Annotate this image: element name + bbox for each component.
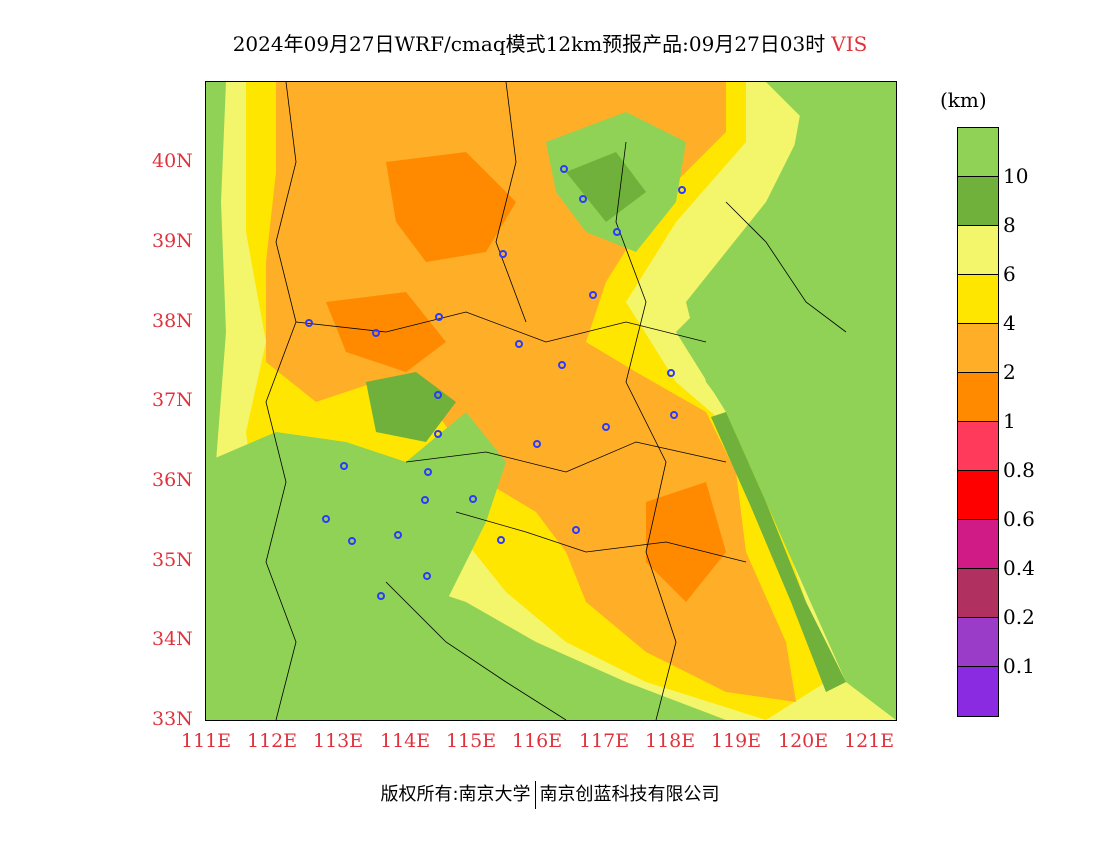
colorbar-label: 6 bbox=[1003, 262, 1016, 286]
title-variable: VIS bbox=[831, 32, 868, 56]
province-borders bbox=[265, 82, 847, 720]
x-label-114e: 114E bbox=[380, 730, 431, 752]
x-label-115e: 115E bbox=[446, 730, 497, 752]
clear-area-darkgreen-west bbox=[366, 372, 456, 442]
colorbar-label: 2 bbox=[1003, 360, 1016, 384]
clear-area-west bbox=[206, 412, 506, 720]
colorbar-segment bbox=[958, 422, 998, 471]
coast-band bbox=[711, 412, 846, 692]
title-main: 2024年09月27日WRF/cmaq模式12km预报产品:09月27日03时 bbox=[232, 32, 826, 56]
station-markers bbox=[305, 165, 686, 600]
colorbar-segment bbox=[958, 324, 998, 373]
y-label-33n: 33N bbox=[152, 708, 193, 730]
footer-divider bbox=[534, 781, 536, 809]
x-label-118e: 118E bbox=[645, 730, 696, 752]
clear-area-darkgreen-ne bbox=[566, 152, 646, 222]
contour-1-2-north bbox=[386, 152, 516, 262]
colorbar-segment bbox=[958, 520, 998, 569]
colorbar-label: 0.8 bbox=[1003, 458, 1035, 482]
x-label-112e: 112E bbox=[247, 730, 298, 752]
y-label-39n: 39N bbox=[152, 230, 193, 252]
colorbar-label: 8 bbox=[1003, 213, 1016, 237]
contour-1-2-east bbox=[646, 482, 726, 602]
colorbar-label: 0.6 bbox=[1003, 507, 1035, 531]
y-label-36n: 36N bbox=[152, 469, 193, 491]
x-label-121e: 121E bbox=[844, 730, 895, 752]
x-label-111e: 111E bbox=[181, 730, 232, 752]
colorbar-segment bbox=[958, 618, 998, 667]
visibility-map bbox=[205, 81, 897, 721]
copyright-footer: 版权所有:南京大学 南京创蓝科技有限公司 bbox=[0, 780, 1100, 809]
colorbar-segment bbox=[958, 667, 998, 716]
x-label-120e: 120E bbox=[778, 730, 829, 752]
y-label-34n: 34N bbox=[152, 628, 193, 650]
x-label-117e: 117E bbox=[579, 730, 630, 752]
x-label-113e: 113E bbox=[313, 730, 364, 752]
colorbar-label: 10 bbox=[1003, 164, 1029, 188]
colorbar-label: 0.4 bbox=[1003, 556, 1035, 580]
y-label-35n: 35N bbox=[152, 549, 193, 571]
colorbar-segment bbox=[958, 226, 998, 275]
colorbar-segment bbox=[958, 275, 998, 324]
y-label-37n: 37N bbox=[152, 389, 193, 411]
colorbar-segment bbox=[958, 177, 998, 226]
x-label-119e: 119E bbox=[711, 730, 762, 752]
copyright-left: 版权所有:南京大学 bbox=[380, 784, 531, 805]
y-label-38n: 38N bbox=[152, 310, 193, 332]
colorbar-label: 4 bbox=[1003, 311, 1016, 335]
map-svg bbox=[206, 82, 896, 720]
sea-east bbox=[676, 82, 896, 720]
colorbar-segment bbox=[958, 569, 998, 618]
chart-title: 2024年09月27日WRF/cmaq模式12km预报产品:09月27日03时 V… bbox=[0, 28, 1100, 57]
colorbar-label: 0.1 bbox=[1003, 654, 1035, 678]
colorbar-label: 1 bbox=[1003, 409, 1016, 433]
colorbar-segment bbox=[958, 373, 998, 422]
copyright-right: 南京创蓝科技有限公司 bbox=[539, 784, 720, 805]
colorbar-label: 0.2 bbox=[1003, 605, 1035, 629]
x-label-116e: 116E bbox=[512, 730, 563, 752]
colorbar-segment bbox=[958, 471, 998, 520]
colorbar bbox=[957, 127, 999, 717]
y-label-40n: 40N bbox=[152, 150, 193, 172]
colorbar-segment bbox=[958, 128, 998, 177]
colorbar-unit: (km) bbox=[940, 88, 987, 112]
